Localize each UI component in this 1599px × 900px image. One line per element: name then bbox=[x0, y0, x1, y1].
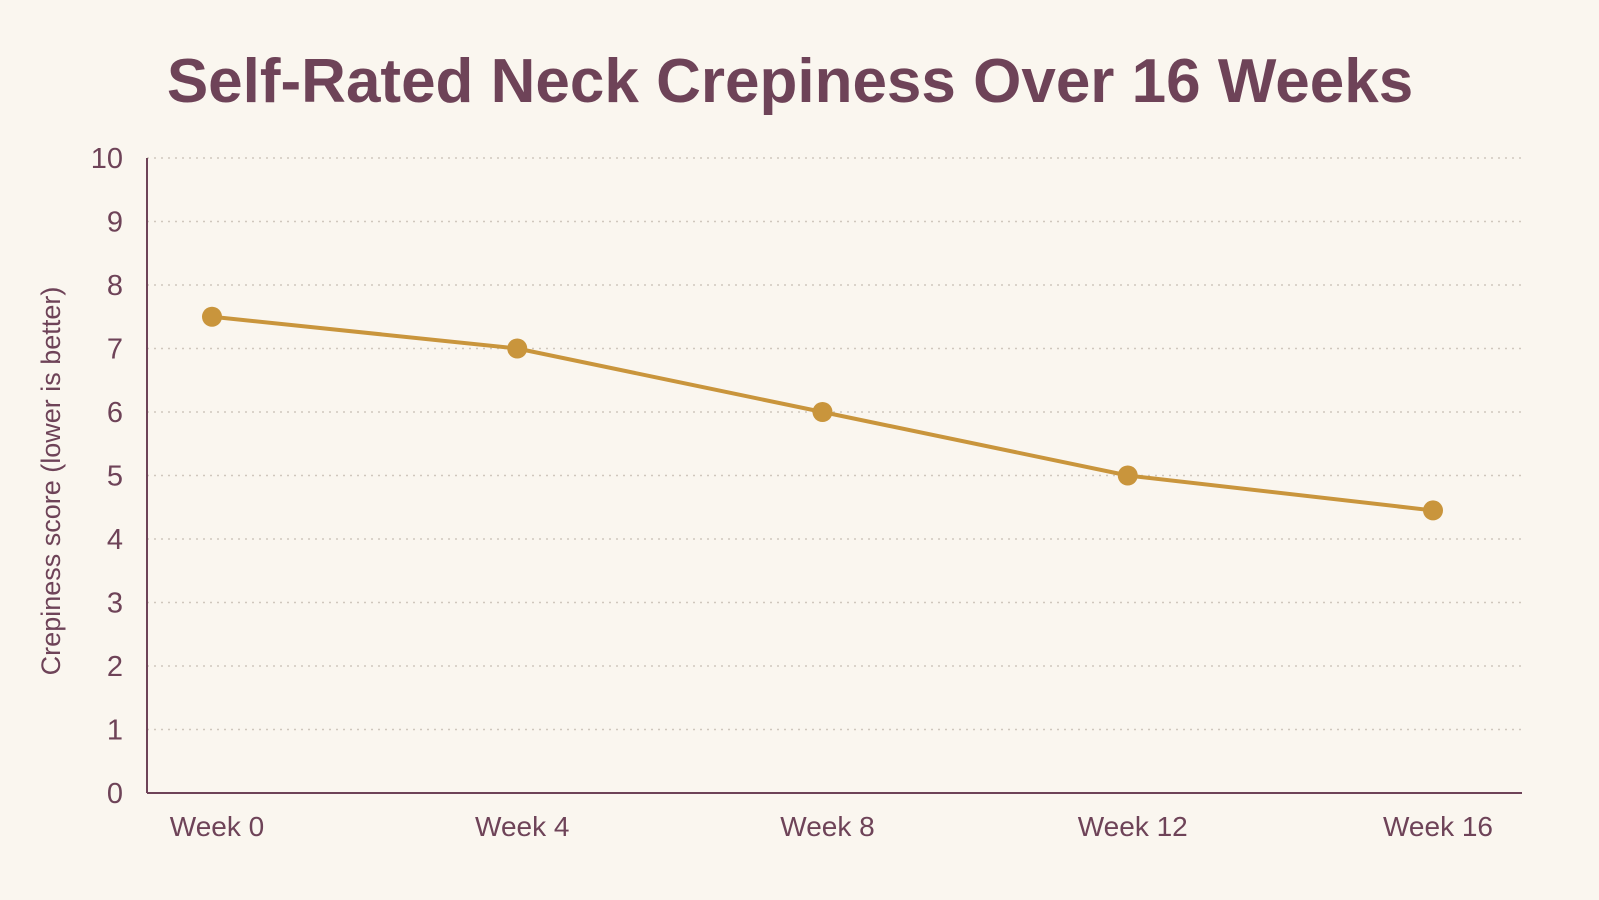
x-tick-label-week-4: Week 4 bbox=[475, 811, 569, 842]
x-tick-label-week-16: Week 16 bbox=[1383, 811, 1493, 842]
x-tick-label-week-8: Week 8 bbox=[780, 811, 874, 842]
axes bbox=[146, 158, 1522, 794]
data-point-week-4 bbox=[507, 338, 528, 359]
data-point-week-8 bbox=[812, 402, 833, 422]
y-tick-label-0: 0 bbox=[107, 778, 123, 810]
y-tick-label-7: 7 bbox=[107, 334, 123, 366]
y-tick-label-2: 2 bbox=[107, 651, 123, 683]
y-tick-label-3: 3 bbox=[107, 588, 123, 620]
y-tick-label-9: 9 bbox=[107, 207, 123, 239]
y-tick-label-6: 6 bbox=[107, 397, 123, 429]
y-tick-label-4: 4 bbox=[107, 524, 123, 556]
data-points bbox=[202, 306, 1443, 521]
x-tick-label-week-0: Week 0 bbox=[170, 811, 264, 842]
data-point-week-0 bbox=[202, 306, 222, 327]
data-point-week-16 bbox=[1423, 500, 1443, 521]
y-tick-label-5: 5 bbox=[107, 461, 123, 493]
y-axis-title: Crepiness score (lower is better) bbox=[36, 287, 66, 676]
data-point-week-12 bbox=[1117, 465, 1138, 486]
y-tick-label-10: 10 bbox=[91, 143, 123, 175]
chart-title: Self-Rated Neck Crepiness Over 16 Weeks bbox=[167, 47, 1413, 116]
x-tick-label-week-12: Week 12 bbox=[1078, 811, 1188, 842]
y-tick-labels: 0 1 2 3 4 5 6 7 8 9 10 bbox=[91, 143, 123, 810]
gridlines bbox=[147, 157, 1522, 731]
x-tick-labels: Week 0 Week 4 Week 8 Week 12 Week 16 bbox=[170, 811, 1493, 842]
y-tick-label-8: 8 bbox=[107, 270, 123, 302]
y-tick-label-1: 1 bbox=[107, 715, 123, 747]
